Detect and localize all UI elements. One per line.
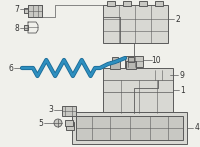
Bar — [103, 68, 173, 113]
Bar — [112, 57, 118, 62]
Bar — [128, 57, 134, 62]
Bar — [76, 116, 183, 140]
Bar — [139, 1, 147, 6]
Bar — [65, 120, 73, 126]
Bar — [24, 8, 28, 13]
Bar — [126, 61, 136, 69]
Bar — [66, 122, 74, 130]
Bar — [103, 5, 168, 43]
Text: 10: 10 — [151, 56, 161, 65]
Bar — [24, 25, 28, 30]
Bar — [107, 1, 115, 6]
Bar — [28, 5, 42, 17]
Circle shape — [54, 119, 62, 127]
Text: 2: 2 — [176, 15, 180, 24]
Bar — [62, 106, 76, 116]
Bar — [125, 56, 143, 67]
Bar — [123, 1, 131, 6]
Bar — [155, 1, 163, 6]
Text: 4: 4 — [195, 123, 199, 132]
Text: 1: 1 — [181, 86, 185, 95]
Text: 6: 6 — [9, 64, 13, 72]
Text: 5: 5 — [39, 118, 43, 127]
Bar — [152, 70, 170, 80]
Text: 3: 3 — [49, 106, 53, 115]
Bar — [72, 112, 187, 144]
Bar — [110, 61, 120, 69]
Text: 8: 8 — [15, 24, 19, 32]
Text: 7: 7 — [15, 5, 19, 14]
Text: 9: 9 — [180, 71, 184, 80]
